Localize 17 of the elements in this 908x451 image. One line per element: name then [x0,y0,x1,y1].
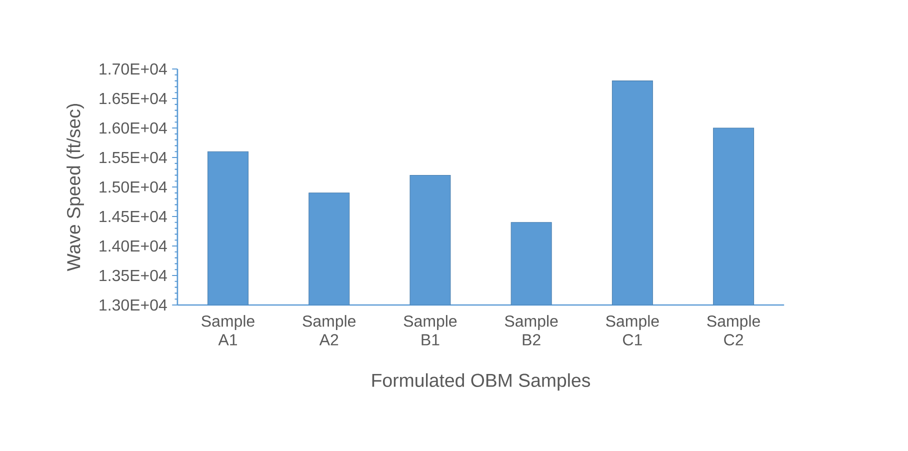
y-tick-label: 1.65E+04 [100,92,167,104]
x-tick-label: Sample B1 [404,315,457,346]
x-tick-label: Sample A2 [302,315,356,346]
x-tick-label: Sample B2 [504,315,558,346]
y-tick-label: 1.35E+04 [100,270,167,282]
y-tick-label: 1.60E+04 [100,122,167,134]
x-tick-label: Sample C2 [707,315,760,346]
y-tick-label: 1.70E+04 [100,63,167,75]
y-tick-label: 1.55E+04 [100,152,167,164]
y-tick-label: 1.40E+04 [100,240,167,252]
x-tick-label: Sample C1 [606,315,659,346]
y-tick-label: 1.45E+04 [100,210,167,222]
x-tick-label: Sample A1 [202,315,254,346]
x-axis-title: Formulated OBM Samples [372,373,590,391]
y-axis-title: Wave Speed (ft/sec) [66,104,84,272]
y-tick-label: 1.50E+04 [100,181,167,193]
y-tick-label: 1.30E+04 [100,299,167,311]
